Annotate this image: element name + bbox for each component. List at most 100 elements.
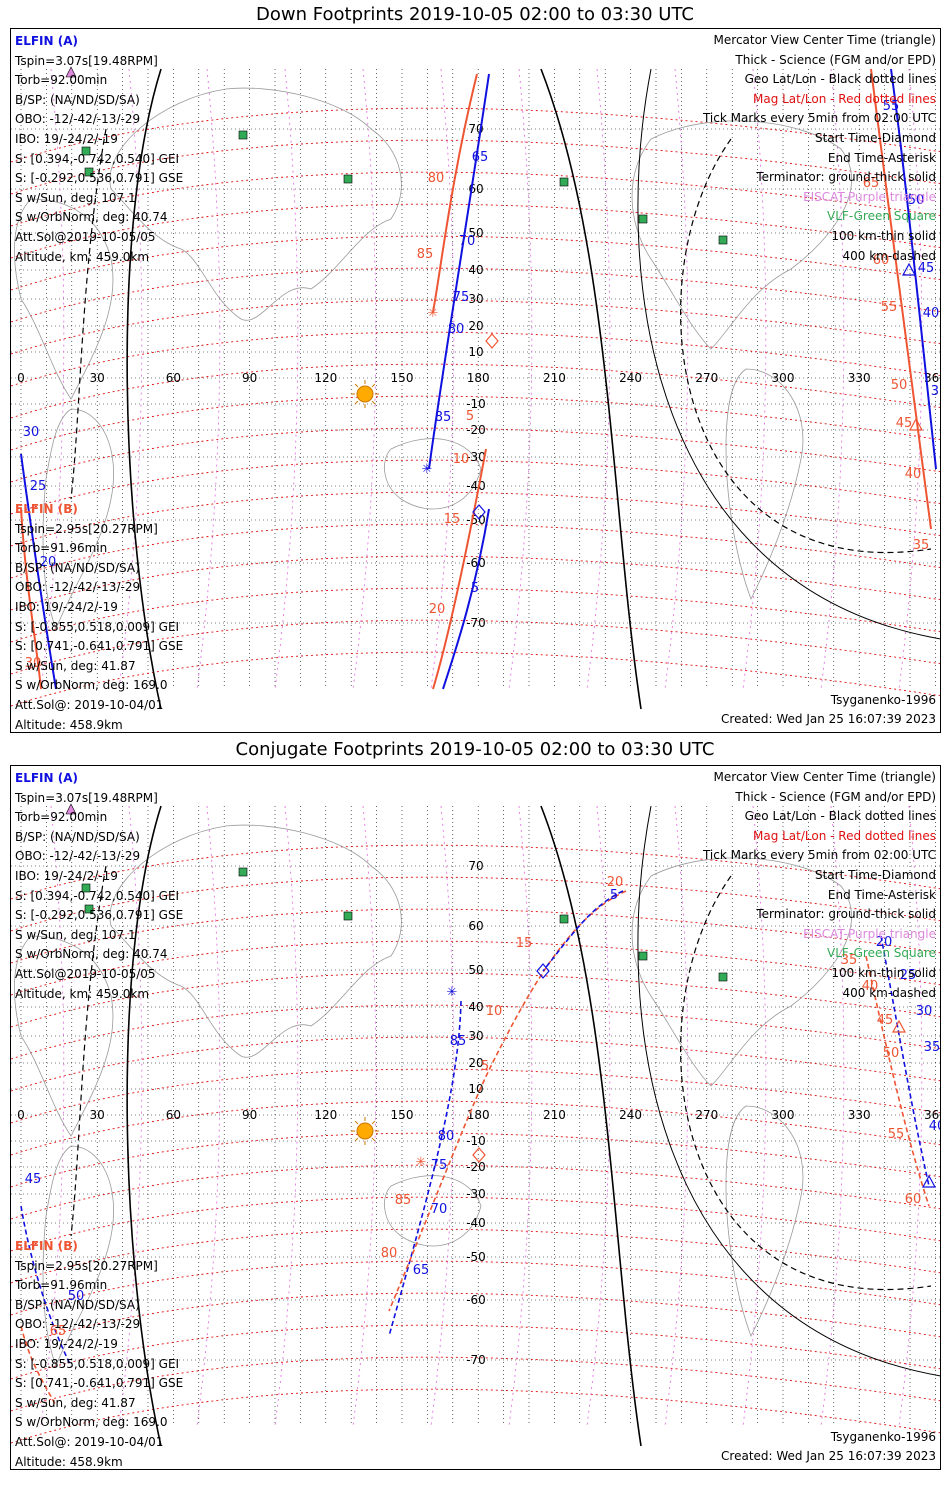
orbit-400km-line [680, 138, 932, 554]
vlf-square [718, 235, 728, 245]
elfin-a-line: Altitude, km: 459.0km [15, 986, 150, 1001]
center-triangle [891, 1019, 907, 1033]
mag-latitude-line [11, 908, 940, 964]
mag-latitude-line [11, 1292, 940, 1348]
mag-latitude-line [11, 491, 940, 547]
elfin-b-line: S: [0.741,-0.641,0.791] GSE [15, 1376, 184, 1391]
legend-line: End Time-Asterisk [827, 887, 936, 902]
legend-line: EISCAT-Purple triangle [803, 926, 936, 941]
elfin-a-tick-label: 85 [435, 410, 452, 425]
mag-latitude-line [11, 651, 940, 707]
elfin-b-line: OBO: -12/-42/-13/-29 [15, 1317, 141, 1332]
elfin-b-line: B/SP: (NA/ND/SD/SA) [15, 560, 140, 575]
legend-line: Start Time-Diamond [814, 130, 936, 145]
legend-line: Geo Lat/Lon - Black dotted lines [744, 809, 936, 824]
elfin-b-tick-label: 45 [896, 416, 913, 431]
lon-tick-label: 180 [467, 1108, 490, 1122]
elfin-a-tick-label: 55 [883, 99, 900, 114]
mag-latitude-line [11, 972, 940, 1028]
legend-line: Thick - Science (FGM and/or EPD) [735, 789, 936, 804]
legend-line: Tick Marks every 5min from 02:00 UTC [702, 848, 936, 863]
vlf-square [343, 174, 353, 184]
footer-right: Tsyganenko-1996 Created: Wed Jan 25 16:0… [721, 691, 936, 730]
mag-latitude-line [11, 619, 940, 675]
mag-latitude-line [11, 395, 940, 451]
elfin-a-tick-label: 75 [453, 290, 470, 305]
model-name: Tsyganenko-1996 [830, 692, 936, 707]
elfin-a-line: S: [-0.292,0.536,0.791] GSE [15, 171, 184, 186]
vlf-square [638, 214, 648, 224]
elfin-b-tick-label: 65 [863, 176, 880, 191]
elfin-a-track [20, 453, 57, 690]
elfin-b-tick-label: 15 [516, 936, 533, 951]
elfin-a-line: Tspin=3.07s[19.48RPM] [15, 53, 158, 68]
lon-tick-label: 30 [90, 371, 105, 385]
lon-tick-label: 240 [619, 371, 642, 385]
mag-longitude-line [586, 805, 611, 1427]
mag-latitude-line [11, 1388, 940, 1444]
elfin-a-line: Torb=92.00min [15, 810, 108, 825]
lat-tick-label: -50 [466, 1250, 486, 1264]
elfin-a-line: IBO: 19/-24/2/-19 [15, 131, 118, 146]
mag-longitude-line [274, 68, 299, 690]
mag-latitude-line [11, 1100, 940, 1156]
start-diamond [485, 333, 499, 349]
terminator-line [126, 805, 162, 1447]
mag-latitude-line [11, 427, 940, 483]
lon-tick-label: 120 [314, 371, 337, 385]
mag-latitude-line [11, 555, 940, 611]
elfin-a-line: B/SP: (NA/ND/SD/SA) [15, 829, 140, 844]
continent-outline [42, 408, 114, 631]
elfin-b-line: S w/OrbNorm, deg: 169.0 [15, 678, 168, 693]
created-date: Created: Wed Jan 25 16:07:39 2023 [721, 1449, 936, 1464]
mag-longitude-line [274, 805, 299, 1427]
elfin-a-tick-label: 35 [924, 1040, 941, 1055]
lat-tick-label: -30 [466, 1187, 486, 1201]
elfin-b-line: B/SP: (NA/ND/SD/SA) [15, 1297, 140, 1312]
lat-tick-label: -70 [466, 1353, 486, 1367]
mag-latitude-line [11, 267, 940, 323]
mag-latitude-line [11, 331, 940, 387]
elfin-b-tick-label: 5 [481, 1059, 489, 1074]
lon-tick-label: 60 [166, 1108, 181, 1122]
elfin-a-tick-label: 50 [908, 193, 925, 208]
vlf-square [718, 972, 728, 982]
center-triangle [921, 1174, 937, 1188]
mag-latitude-line [11, 844, 940, 900]
legend-line: 400 km-dashed [842, 248, 936, 263]
elfin-a-track [890, 68, 937, 470]
center-triangle [901, 262, 917, 276]
elfin-a-line: S w/Sun, deg: 107.1 [15, 927, 136, 942]
lat-tick-label: -20 [466, 423, 486, 437]
mag-longitude-line [40, 805, 65, 1427]
elfin-a-tick-label: 65 [413, 1263, 430, 1278]
mag-latitude-line [11, 459, 940, 515]
elfin-b-track [20, 1325, 57, 1407]
sun-ray [354, 1137, 359, 1142]
lon-tick-label: 60 [166, 371, 181, 385]
elfin-b-line: Altitude: 458.9km [15, 1454, 123, 1469]
elfin-a-track [388, 1000, 462, 1337]
elfin-b-line: S w/OrbNorm, deg: 169.0 [15, 1415, 168, 1430]
elfin-b-tick-label: 60 [905, 1192, 922, 1207]
elfin-a-line: OBO: -12/-42/-13/-29 [15, 849, 141, 864]
lat-tick-label: -40 [466, 479, 486, 493]
end-asterisk: ✳ [447, 985, 458, 1000]
sun-icon [356, 385, 374, 403]
sun-ray [354, 400, 359, 405]
lat-tick-label: 70 [468, 859, 483, 873]
legend-line: Mag Lat/Lon - Red dotted lines [752, 91, 936, 106]
lat-tick-label: 10 [468, 1082, 483, 1096]
lat-tick-label: -30 [466, 450, 486, 464]
mag-longitude-line [430, 68, 455, 690]
legend-line: Mercator View Center Time (triangle) [713, 770, 936, 784]
panel-title-down: Down Footprints 2019-10-05 02:00 to 03:3… [256, 4, 694, 25]
legend-line: 100 km-thin solid [831, 965, 936, 980]
elfin-b-heading: ELFIN (B) [15, 502, 78, 516]
elfin-b-tick-label: 10 [453, 452, 470, 467]
lat-tick-label: 30 [468, 292, 483, 306]
elfin-b-line: IBO: 19/-24/2/-19 [15, 599, 118, 614]
mag-latitude-line [11, 1260, 940, 1316]
legend-line: Start Time-Diamond [814, 867, 936, 882]
elfin-a-line: S: [0.394,-0.742,0.540] GEI [15, 888, 180, 903]
